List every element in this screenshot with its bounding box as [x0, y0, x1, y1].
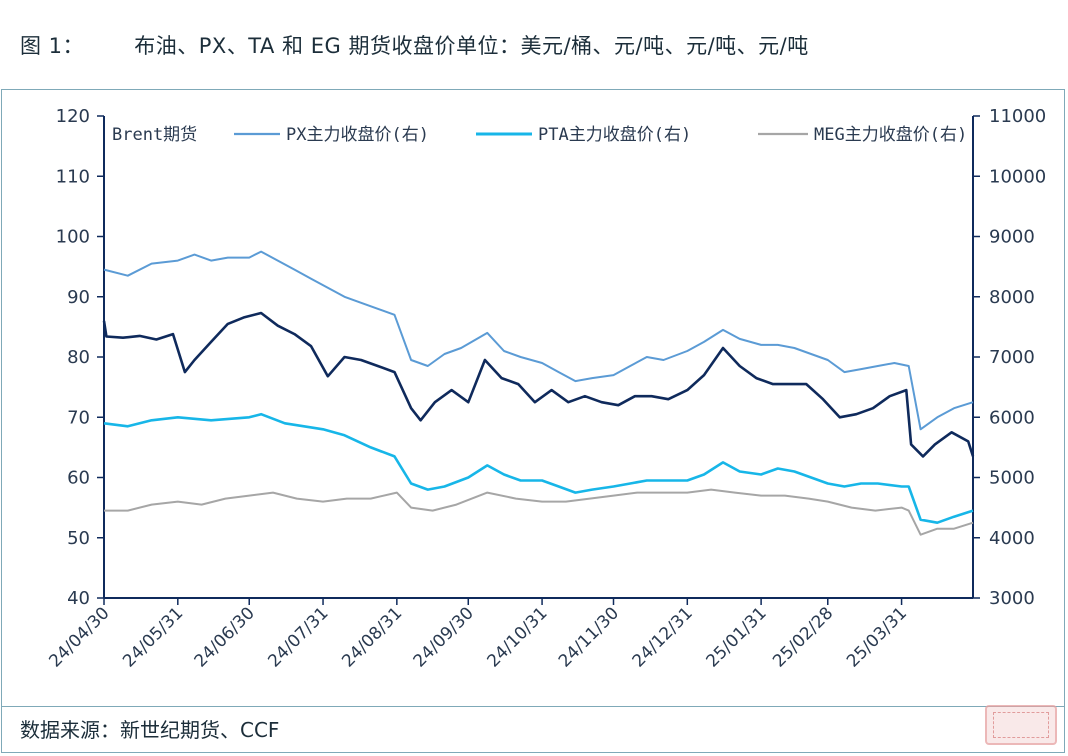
- x-axis-tick-label: 24/06/30: [191, 603, 259, 671]
- right-axis-tick-label: 4000: [989, 528, 1035, 549]
- right-axis-tick-label: 5000: [989, 468, 1035, 489]
- legend-label-px: PX主力收盘价(右): [286, 125, 429, 145]
- x-axis-tick-label: 24/07/31: [264, 603, 332, 671]
- x-axis-tick-label: 24/11/30: [555, 603, 623, 671]
- x-axis-tick-label: 24/12/31: [629, 603, 697, 671]
- figure-footer: [1, 706, 1065, 754]
- figure-title: 图 1： 布油、PX、TA 和 EG 期货收盘价单位：美元/桶、元/吨、元/吨、…: [20, 34, 809, 58]
- series-line-brent: [102, 311, 975, 458]
- x-axis-tick-label: 25/03/31: [843, 603, 911, 671]
- watermark-seal-icon: [985, 705, 1057, 745]
- axes-layer: 40 50 60 70 80 90 100 110 120 3000 4000 5000 6000 700…: [45, 106, 1046, 672]
- x-axis-tick-label: 25/01/31: [703, 603, 771, 671]
- left-axis-tick-label: 50: [67, 528, 90, 549]
- series-line-px: [103, 250, 974, 431]
- legend-label-meg: MEG主力收盘价(右): [814, 125, 967, 145]
- legend: Brent期货 PX主力收盘价(右) PTA主力收盘价(右) MEG主力收盘价(右): [112, 125, 967, 145]
- figure-header: [1, 1, 1065, 90]
- right-axis-tick-label: 6000: [989, 407, 1035, 428]
- x-axis-tick-label: 24/09/30: [410, 603, 478, 671]
- right-axis-tick-label: 3000: [989, 588, 1035, 609]
- legend-label-brent: Brent期货: [112, 125, 197, 145]
- x-axis-tick-label: 25/02/28: [769, 603, 837, 671]
- series-layer: [102, 250, 975, 536]
- x-axis-tick-label: 24/04/30: [45, 603, 113, 671]
- x-axis-tick-label: 24/10/31: [483, 603, 551, 671]
- left-axis-tick-label: 80: [67, 347, 90, 368]
- source-note: 数据来源：新世纪期货、CCF: [20, 718, 280, 742]
- right-axis-tick-label: 7000: [989, 347, 1035, 368]
- left-axis-tick-label: 110: [56, 166, 90, 187]
- right-axis-tick-label: 9000: [989, 227, 1035, 248]
- right-axis-tick-label: 11000: [989, 106, 1046, 127]
- x-axis-tick-label: 24/05/31: [119, 603, 187, 671]
- right-axis-tick-label: 8000: [989, 287, 1035, 308]
- left-axis-tick-label: 100: [56, 227, 90, 248]
- right-axis-tick-label: 10000: [989, 166, 1046, 187]
- series-line-meg: [104, 488, 974, 536]
- legend-label-pta: PTA主力收盘价(右): [538, 125, 691, 145]
- left-axis-tick-label: 70: [67, 407, 90, 428]
- x-axis-tick-label: 24/08/31: [338, 603, 406, 671]
- series-line-pta: [103, 412, 974, 525]
- left-axis-tick-label: 40: [67, 588, 90, 609]
- left-axis-tick-label: 90: [67, 287, 90, 308]
- left-axis-tick-label: 60: [67, 468, 90, 489]
- price-chart: 40 50 60 70 80 90 100 110 120 3000 4000 5000 6000 700…: [45, 106, 1046, 672]
- left-axis-tick-label: 120: [56, 106, 90, 127]
